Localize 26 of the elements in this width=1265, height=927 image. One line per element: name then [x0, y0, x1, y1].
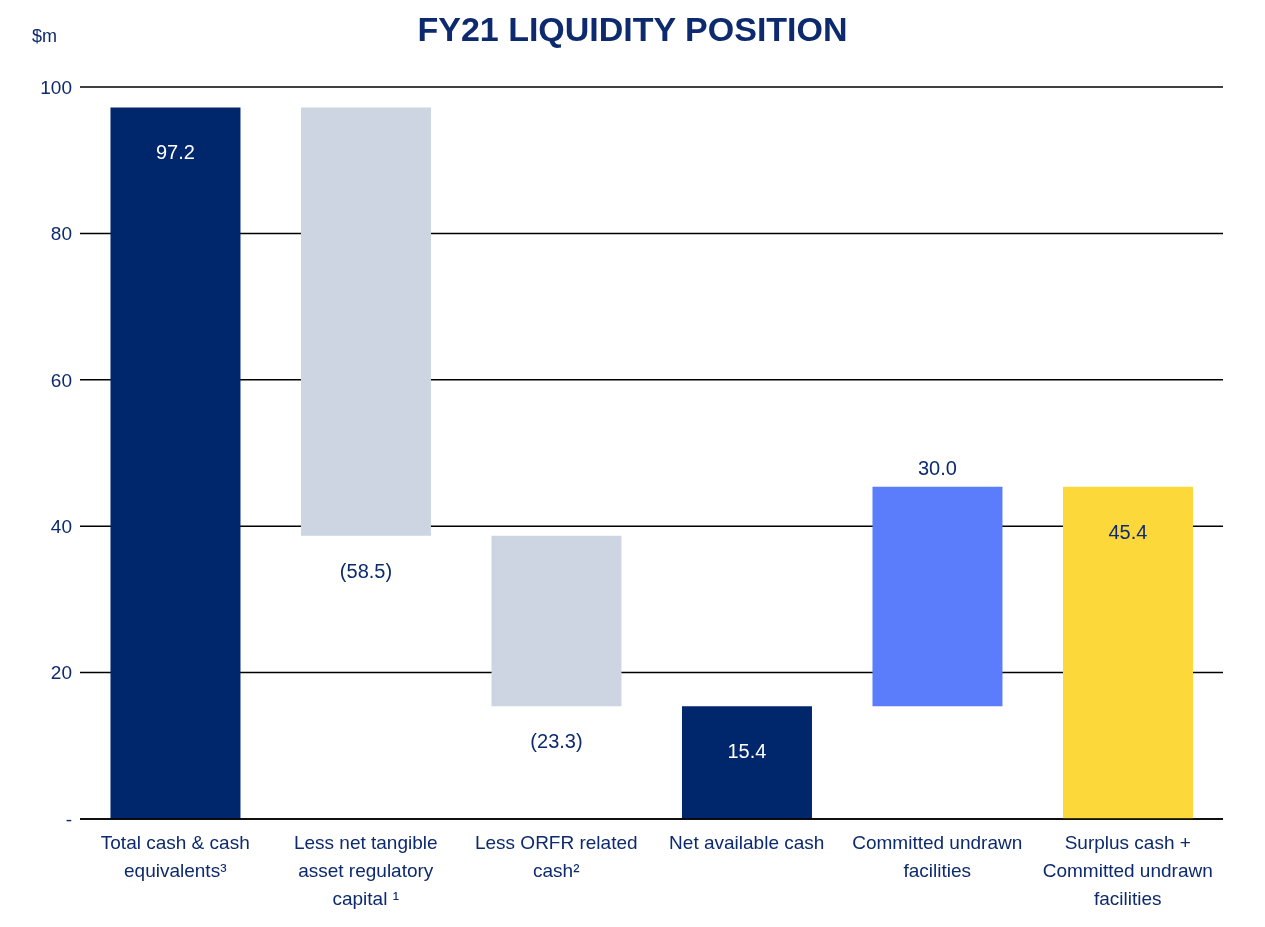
x-tick-label: Surplus cash + Committed undrawn facilities — [1042, 832, 1213, 909]
chart-title: FY21 LIQUIDITY POSITION — [417, 10, 848, 48]
data-label: 45.4 — [1108, 520, 1148, 543]
y-tick-label: 80 — [50, 223, 72, 245]
y-axis-title: $m — [32, 26, 58, 47]
data-label: 15.4 — [727, 740, 767, 763]
bar — [681, 706, 812, 819]
data-label: 30.0 — [918, 456, 957, 479]
x-tick-label: Net available cash — [669, 832, 825, 853]
y-tick-label: 20 — [50, 662, 72, 684]
data-label: (23.3) — [530, 730, 583, 753]
y-tick-label: 100 — [40, 76, 72, 98]
x-tick-label: Total cash & cash equivalents³ — [100, 832, 250, 881]
y-tick-label: 40 — [50, 515, 72, 537]
y-tick-label: - — [65, 808, 72, 830]
x-tick-label: Less ORFR related cash² — [474, 832, 638, 881]
data-label: 97.2 — [156, 141, 195, 164]
bar — [300, 107, 431, 536]
bar — [491, 535, 622, 707]
y-tick-label: 60 — [50, 369, 72, 391]
data-label: (58.5) — [339, 559, 393, 582]
bar — [110, 107, 241, 819]
bar — [1062, 486, 1193, 819]
bar — [872, 486, 1003, 707]
x-tick-label: Less net tangible asset regulatory capital ¹ — [293, 832, 438, 909]
x-tick-label: Committed undrawn facilities — [852, 832, 1023, 881]
